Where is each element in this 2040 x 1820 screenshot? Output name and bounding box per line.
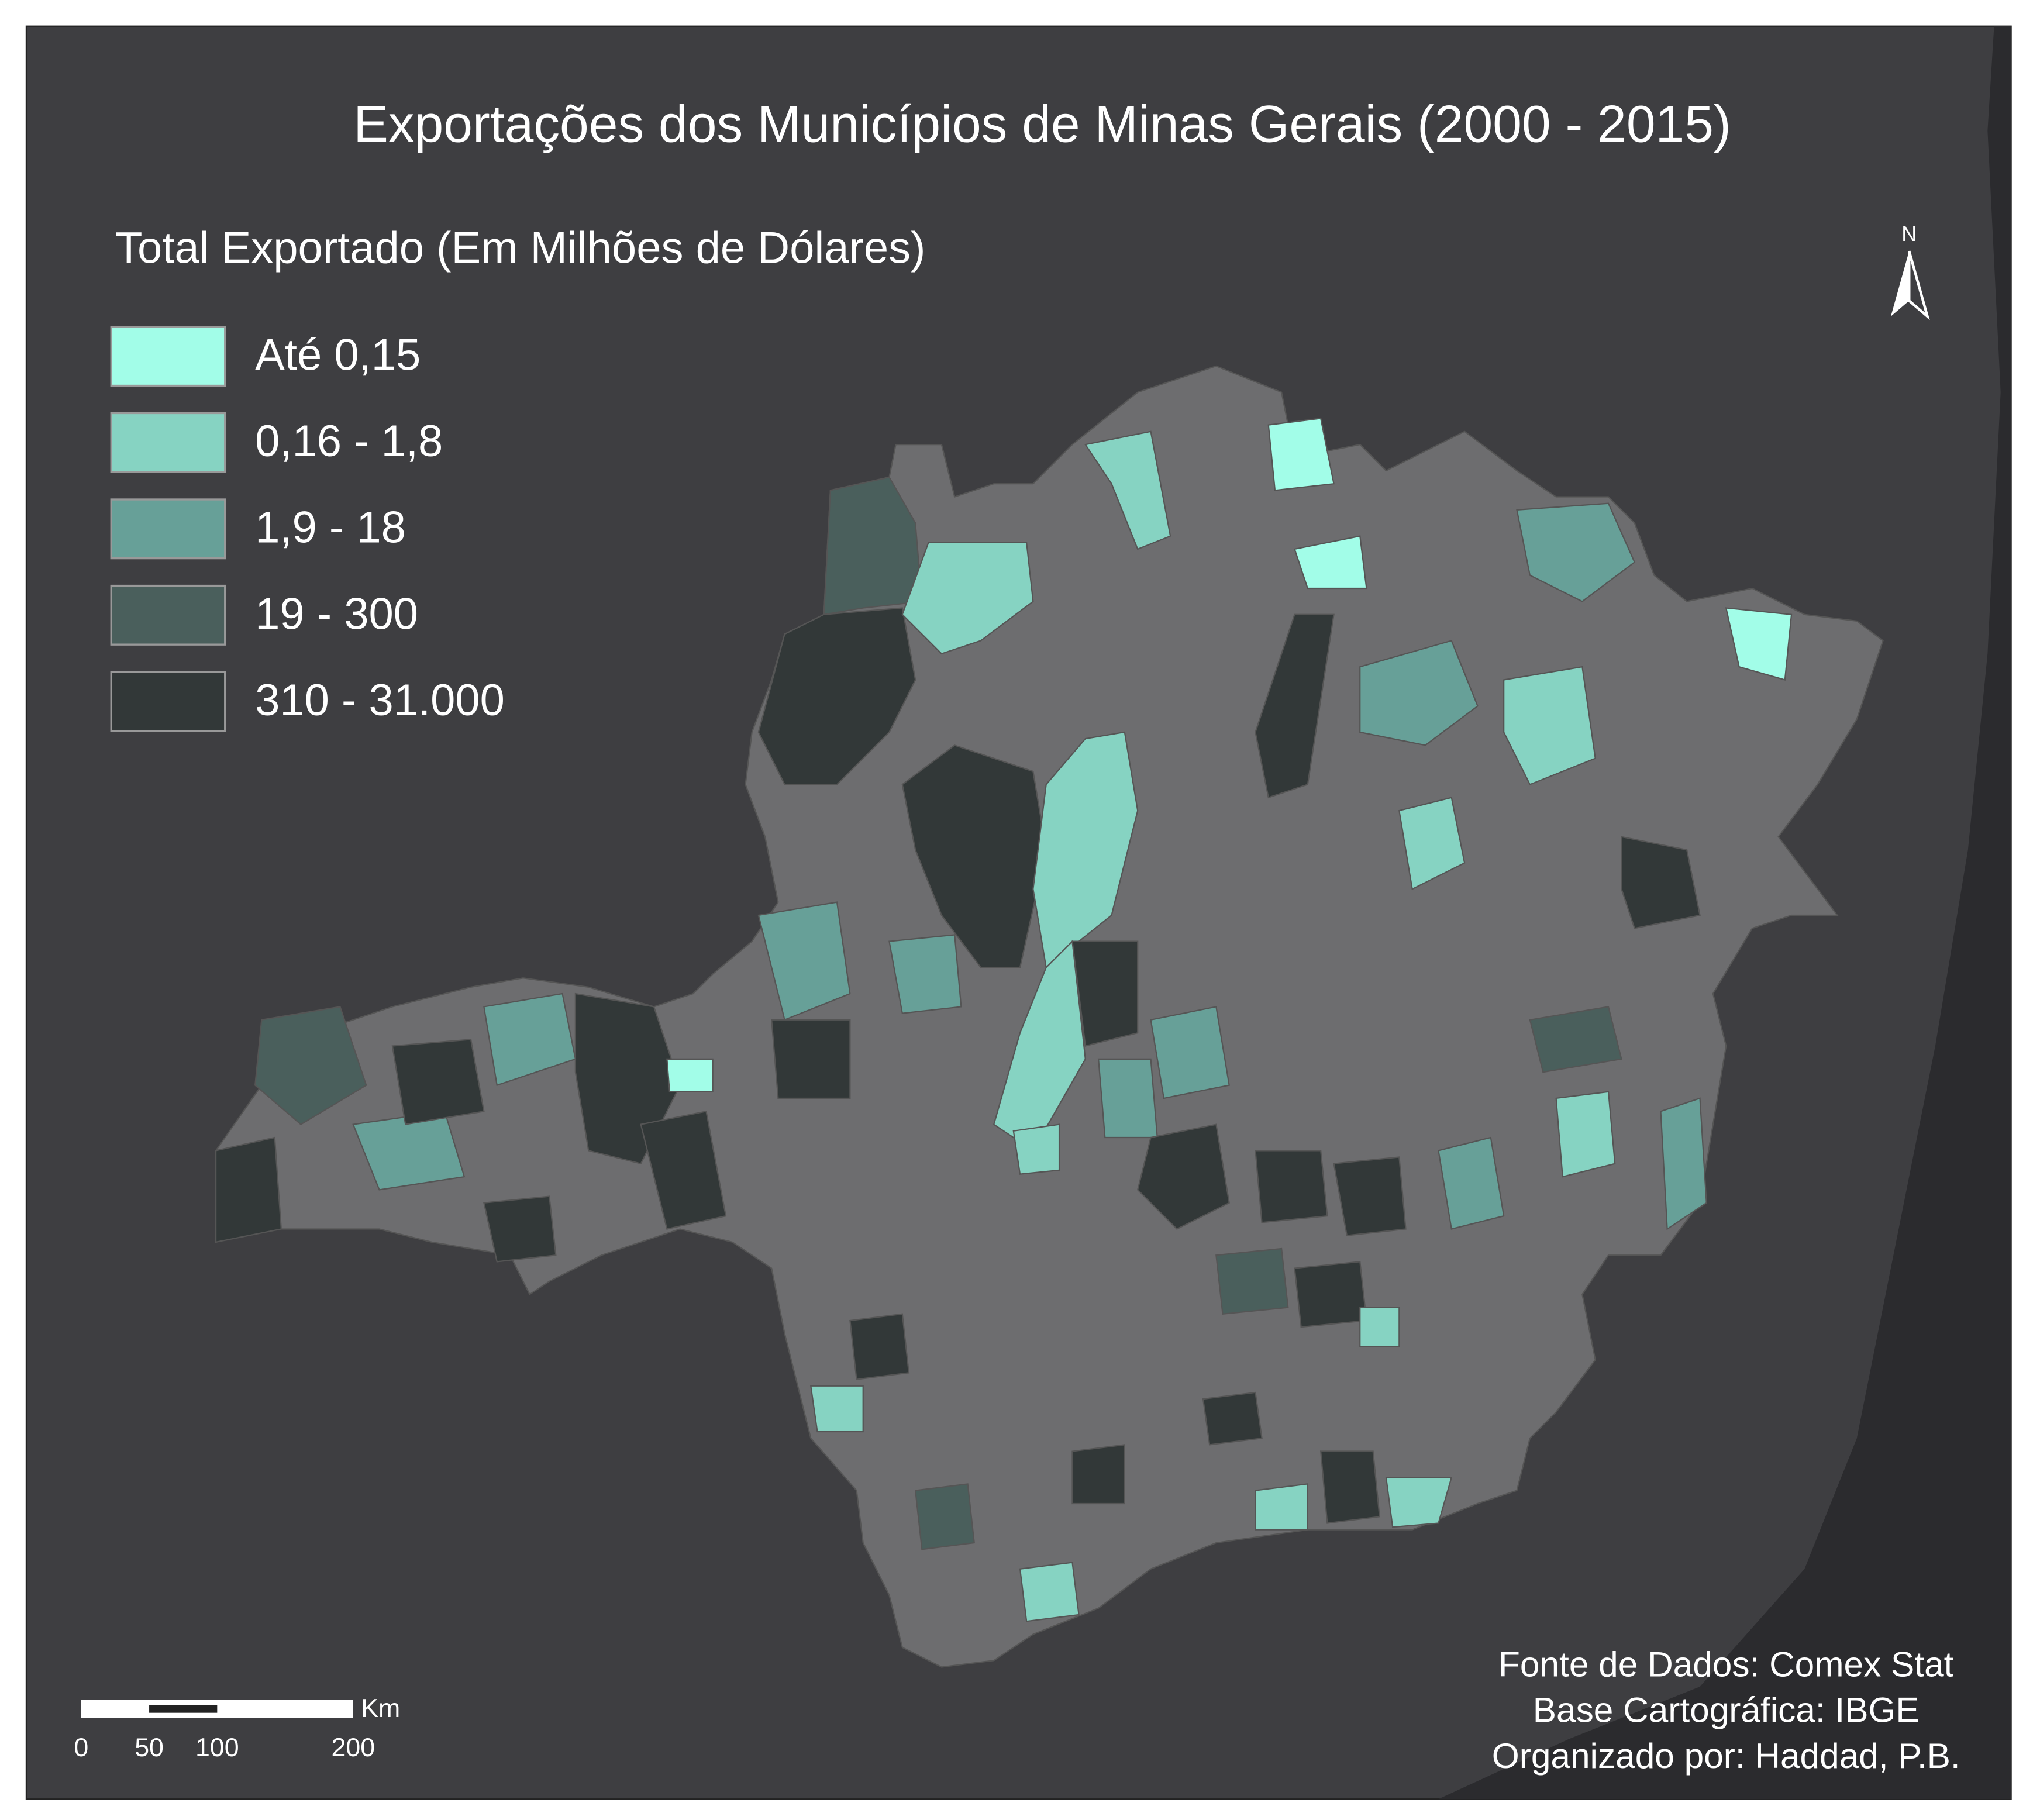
municipality [1555,1091,1616,1178]
legend-label: Até 0,15 [255,330,421,380]
credit-line: Base Cartográfica: IBGE [1533,1690,1920,1730]
municipality [1398,797,1466,890]
municipality [1516,502,1636,602]
legend: Até 0,15 0,16 - 1,8 1,9 - 18 19 - 300 310 - … [110,326,505,732]
legend-label: 0,16 - 1,8 [255,416,443,466]
municipality [1097,1058,1158,1139]
legend-title: Total Exportado (Em Milhões de Dólares) [115,223,925,273]
scale-label: 100 [195,1733,239,1762]
municipality [1255,1483,1308,1531]
municipality [901,542,1034,655]
municipality [757,607,916,785]
legend-swatch [110,498,226,560]
legend-swatch [110,412,226,473]
municipality [1202,1391,1263,1446]
municipality [1725,607,1793,681]
municipality [1255,1150,1328,1223]
municipality [1319,1450,1381,1524]
municipality [1255,613,1335,799]
municipality [914,1483,975,1550]
arrow-right [1907,250,1930,320]
municipality [1621,836,1701,929]
state-map [215,365,1884,1668]
municipality [901,744,1047,968]
municipality [1294,1261,1367,1328]
municipality [1150,1006,1230,1099]
municipality [771,1019,851,1099]
municipality [1359,1307,1400,1347]
municipality [391,1039,485,1125]
municipality [640,1110,727,1230]
scale-label: 0 [74,1733,88,1762]
legend-swatch [110,671,226,732]
north-label: N [1901,222,1917,246]
municipality [1215,1247,1289,1315]
municipality [1019,1562,1080,1622]
credit-line: Organizado por: Haddad, P.B. [1492,1736,1960,1776]
municipality [1071,940,1139,1047]
municipality [483,992,577,1087]
municipality [1294,535,1367,590]
north-arrow: N [1890,222,1930,320]
credit-line: Fonte de Dados: Comex Stat [1498,1644,1954,1684]
scale-unit: Km [361,1694,400,1723]
legend-label: 310 - 31.000 [255,675,505,725]
arrow-left [1890,251,1910,317]
municipality [483,1195,557,1263]
municipality [849,1313,910,1380]
municipality [1359,640,1479,746]
municipality [1084,430,1171,550]
municipality [1660,1097,1707,1230]
legend-label: 1,9 - 18 [255,503,406,553]
map-title: Exportações dos Municípios de Minas Gera… [353,95,1731,153]
scale-segment [149,1705,218,1713]
municipality [1071,1444,1125,1505]
municipality [1267,418,1335,491]
scale-label: 50 [135,1733,164,1762]
scale-label: 200 [332,1733,375,1762]
credits: Fonte de Dados: Comex Stat Base Cartográf… [1492,1644,1960,1775]
municipality [810,1385,864,1433]
municipality [757,901,851,1021]
municipality [1012,1123,1060,1175]
municipality [1136,1123,1230,1230]
legend-swatch [110,326,226,387]
municipality [215,1136,282,1243]
municipality [1438,1136,1505,1230]
municipality [1529,1006,1622,1073]
scale-bar: 0 50 100 200 Km [74,1694,400,1762]
legend-swatch [110,584,226,646]
legend-label: 19 - 300 [255,589,418,639]
municipality [666,1058,714,1092]
municipality [1385,1477,1453,1528]
municipality [888,934,962,1014]
municipality [1333,1156,1407,1236]
municipality [1503,666,1596,785]
sea [1438,26,2011,1800]
municipality [254,1006,367,1126]
